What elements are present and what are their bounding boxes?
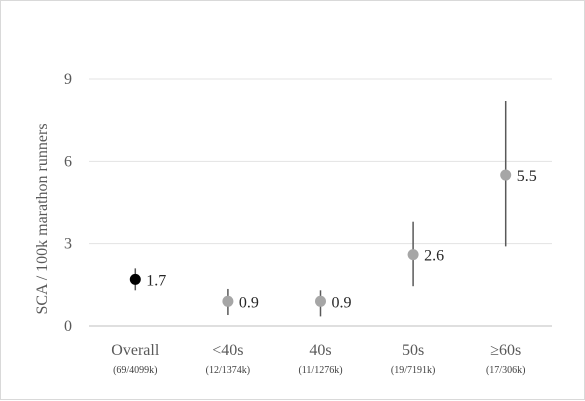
y-tick-label: 6 <box>64 153 72 170</box>
data-point <box>222 295 234 307</box>
gridlines <box>89 78 552 327</box>
category-label: ≥60s <box>490 342 521 359</box>
y-tick-label: 3 <box>64 236 72 253</box>
category-sublabel: (11/1276k) <box>298 365 342 376</box>
category-label: 40s <box>309 342 331 359</box>
data-label: 0.9 <box>332 294 352 311</box>
category-sublabel: (69/4099k) <box>113 365 157 376</box>
category-sublabel: (19/7191k) <box>391 365 435 376</box>
category-label: 50s <box>402 342 424 359</box>
error-bars <box>134 100 507 317</box>
data-label: 5.5 <box>517 168 537 185</box>
y-tick-label: 9 <box>64 71 72 88</box>
category-sublabel: (17/306k) <box>486 365 525 376</box>
data-label: 1.7 <box>146 272 166 289</box>
category-labels: Overall (69/4099k) <40s (12/1374k) 40s (11/12… <box>111 342 525 376</box>
y-axis-title: SCA / 100k marathon runners <box>34 123 51 314</box>
data-point <box>407 249 419 261</box>
data-label: 2.6 <box>424 248 444 265</box>
category-label: <40s <box>212 342 243 359</box>
data-labels: 1.7 0.9 0.9 2.6 5.5 <box>146 168 536 311</box>
y-tick-labels: 0 3 6 9 <box>64 71 72 335</box>
data-point <box>129 273 141 285</box>
data-label: 0.9 <box>239 294 259 311</box>
category-label: Overall <box>111 342 160 359</box>
data-point <box>500 169 512 181</box>
data-points <box>129 169 512 307</box>
category-sublabel: (12/1374k) <box>206 365 250 376</box>
y-tick-label: 0 <box>64 318 72 335</box>
data-point <box>315 295 326 307</box>
